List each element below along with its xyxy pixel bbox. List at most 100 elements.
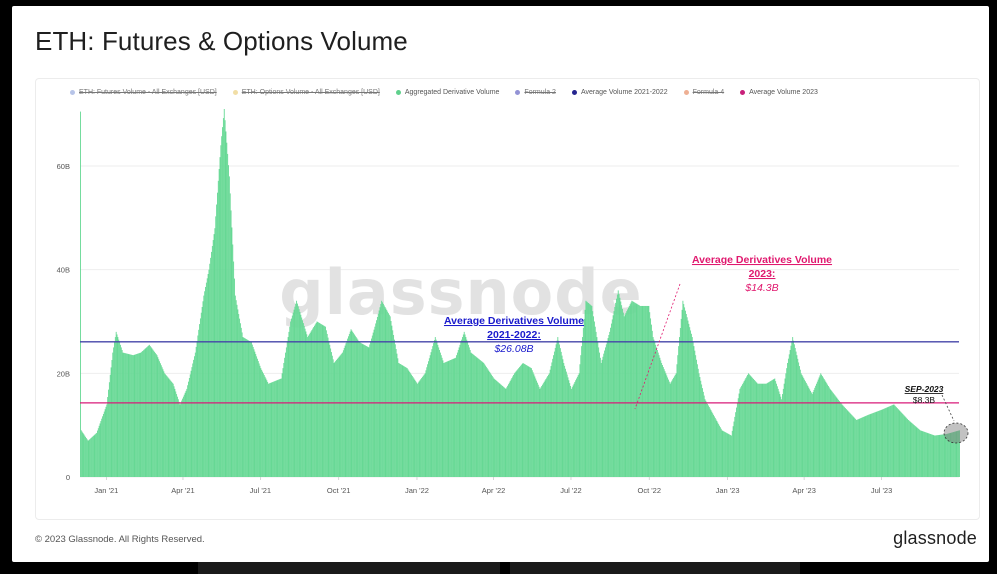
- volume-bar: [295, 303, 297, 477]
- volume-bar: [430, 352, 432, 477]
- volume-bar: [684, 307, 686, 477]
- volume-bar: [146, 347, 148, 477]
- volume-bar: [262, 373, 264, 477]
- volume-bar: [100, 421, 102, 477]
- volume-bar: [942, 434, 944, 477]
- legend-dot-icon: [683, 89, 689, 95]
- volume-bar: [770, 381, 771, 477]
- legend-item[interactable]: Formula 2: [515, 89, 556, 96]
- volume-bar: [905, 417, 907, 477]
- volume-bar: [216, 204, 218, 478]
- volume-bar: [627, 307, 629, 477]
- volume-bar: [953, 432, 954, 477]
- volume-bar: [331, 355, 333, 477]
- volume-bar: [371, 335, 373, 477]
- volume-bar: [546, 377, 548, 477]
- volume-bar: [955, 431, 957, 477]
- volume-bar: [745, 378, 747, 477]
- volume-bar: [896, 408, 898, 477]
- legend-item[interactable]: Aggregated Derivative Volume: [395, 89, 499, 96]
- volume-bar: [645, 305, 646, 477]
- volume-bar: [107, 397, 109, 477]
- legend-item[interactable]: Formula 4: [683, 89, 724, 96]
- volume-bar: [381, 300, 383, 477]
- volume-bar: [175, 391, 177, 477]
- volume-bar: [928, 433, 930, 477]
- volume-bar: [471, 353, 473, 477]
- volume-bar: [102, 413, 104, 477]
- volume-bar: [485, 366, 487, 477]
- volume-bar: [639, 305, 641, 477]
- volume-bar: [744, 379, 746, 477]
- volume-bar: [189, 374, 191, 477]
- volume-bar: [406, 368, 408, 477]
- volume-bar: [428, 361, 429, 477]
- volume-bar: [544, 380, 546, 477]
- volume-bar: [946, 433, 948, 477]
- volume-bar: [699, 377, 701, 477]
- volume-bar: [654, 342, 656, 477]
- volume-bar: [804, 381, 806, 477]
- volume-bar: [127, 353, 129, 477]
- volume-bar: [708, 407, 710, 477]
- volume-bar: [834, 395, 836, 477]
- volume-bar: [165, 375, 167, 477]
- volume-bar: [551, 362, 553, 477]
- volume-bar: [622, 312, 624, 477]
- volume-bar: [191, 367, 193, 477]
- volume-bar: [815, 385, 817, 477]
- volume-bar: [950, 432, 952, 477]
- legend-item[interactable]: ETH: Futures Volume - All Exchanges [USD…: [70, 89, 217, 96]
- volume-bar: [595, 331, 597, 477]
- volume-bar: [136, 354, 138, 477]
- volume-bar: [341, 353, 343, 477]
- volume-bar: [310, 331, 312, 477]
- volume-bar: [164, 373, 166, 477]
- volume-bar: [185, 390, 187, 477]
- volume-bar: [731, 430, 733, 477]
- legend-item[interactable]: Average Volume 2023: [740, 89, 818, 96]
- volume-bar: [765, 383, 767, 477]
- volume-bar: [117, 337, 119, 477]
- volume-bar: [622, 308, 623, 477]
- volume-bar: [162, 369, 164, 477]
- volume-bar: [477, 358, 479, 477]
- volume-bar: [631, 300, 633, 477]
- volume-bar: [930, 434, 932, 477]
- volume-bar: [336, 358, 338, 477]
- volume-bar: [542, 384, 543, 477]
- volume-bar: [576, 378, 577, 477]
- volume-bar: [817, 379, 819, 477]
- volume-bar: [399, 363, 400, 477]
- volume-bar: [536, 380, 537, 477]
- volume-bar: [691, 337, 693, 477]
- volume-bar: [841, 404, 843, 477]
- volume-bar: [166, 376, 168, 477]
- volume-bar: [356, 338, 358, 477]
- volume-bar: [517, 369, 519, 477]
- volume-bar: [418, 381, 420, 477]
- volume-bar: [537, 384, 539, 477]
- volume-bar: [913, 425, 915, 477]
- volume-bar: [296, 303, 298, 477]
- volume-bar: [759, 383, 760, 477]
- volume-bar: [677, 355, 679, 477]
- volume-bar: [193, 359, 195, 477]
- volume-bar: [587, 302, 589, 477]
- volume-bar: [440, 355, 442, 477]
- volume-bar: [667, 379, 669, 477]
- legend-item[interactable]: ETH: Options Volume - All Exchanges [USD…: [232, 89, 380, 96]
- volume-bar: [158, 359, 160, 477]
- volume-bar: [513, 374, 515, 477]
- x-tick-label: Jan '23: [716, 486, 740, 495]
- volume-bar: [853, 417, 855, 477]
- volume-bar: [300, 314, 302, 477]
- volume-bar: [833, 393, 834, 477]
- volume-bar: [195, 346, 197, 477]
- volume-bar: [584, 309, 586, 477]
- annotation-avg-2021-2022-title: Average Derivatives Volume: [444, 315, 584, 327]
- volume-bar: [764, 383, 766, 477]
- volume-bar: [787, 358, 789, 477]
- legend-item[interactable]: Average Volume 2021-2022: [571, 89, 668, 96]
- volume-bar: [771, 380, 773, 477]
